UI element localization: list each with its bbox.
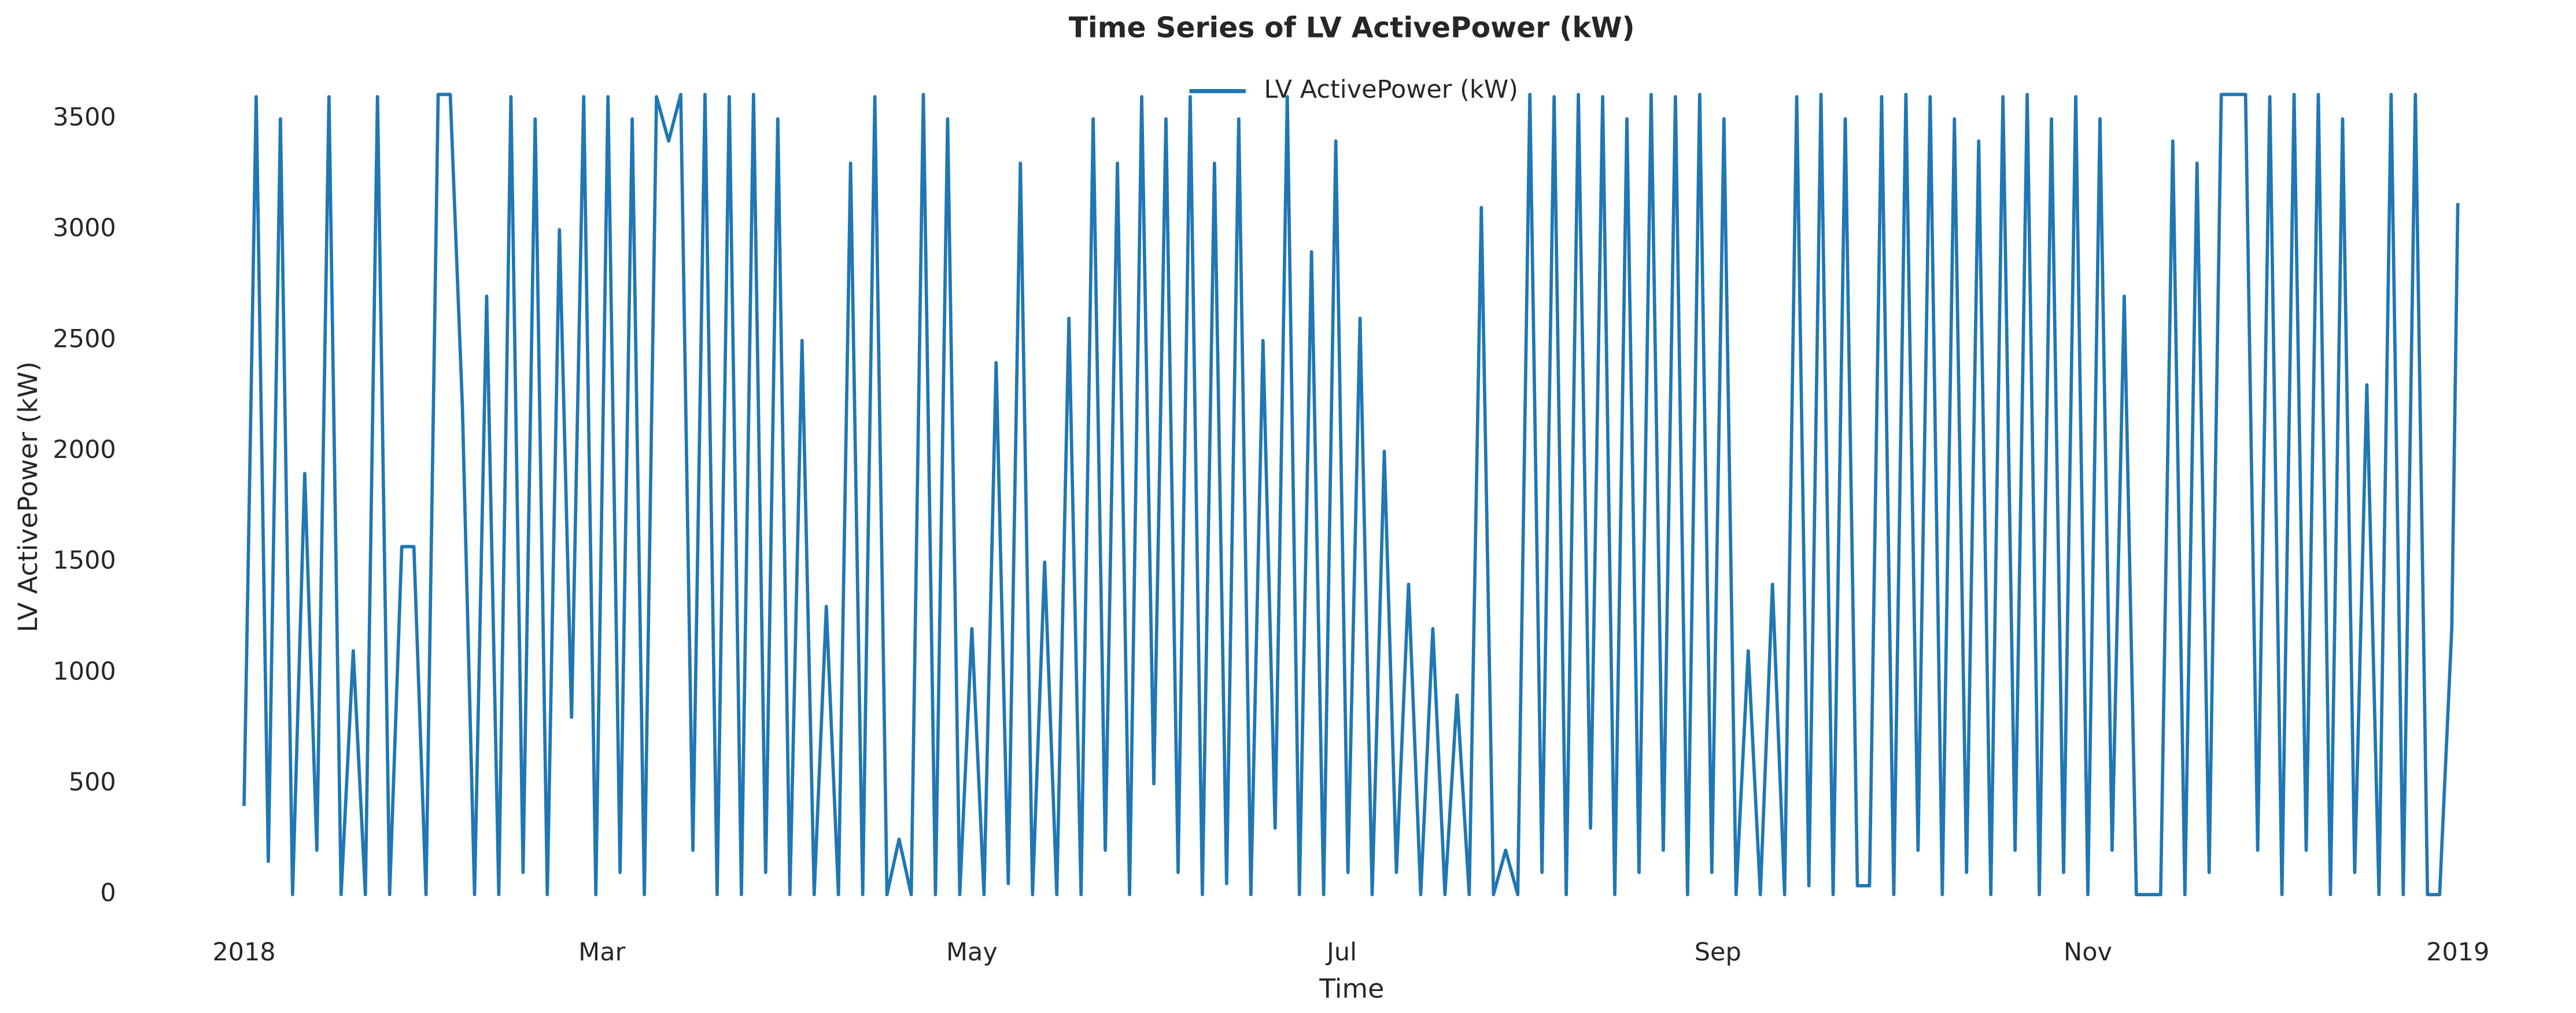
- y-tick-label: 1500: [53, 546, 116, 575]
- x-tick-label: May: [946, 938, 998, 967]
- y-tick-label: 500: [69, 768, 116, 797]
- y-tick-label: 3500: [53, 103, 116, 132]
- data-line: [242, 93, 2460, 897]
- x-tick-label: 2019: [2426, 938, 2489, 967]
- legend-label: LV ActivePower (kW): [1264, 75, 1518, 104]
- chart-title: Time Series of LV ActivePower (kW): [1069, 12, 1635, 45]
- x-tick-label: Nov: [2064, 938, 2112, 967]
- x-tick-label: Sep: [1695, 938, 1741, 967]
- y-axis-label: LV ActivePower (kW): [12, 361, 43, 633]
- y-tick-label: 1000: [53, 657, 116, 686]
- x-axis-label: Time: [1319, 973, 1384, 1004]
- y-tick-label: 3000: [53, 214, 116, 243]
- y-tick-label: 2500: [53, 324, 116, 353]
- x-tick-label: Jul: [1325, 938, 1357, 967]
- y-tick-label: 2000: [53, 435, 116, 464]
- y-tick-label: 0: [100, 879, 116, 908]
- x-tick-label: 2018: [212, 938, 275, 967]
- x-tick-label: Mar: [578, 938, 625, 967]
